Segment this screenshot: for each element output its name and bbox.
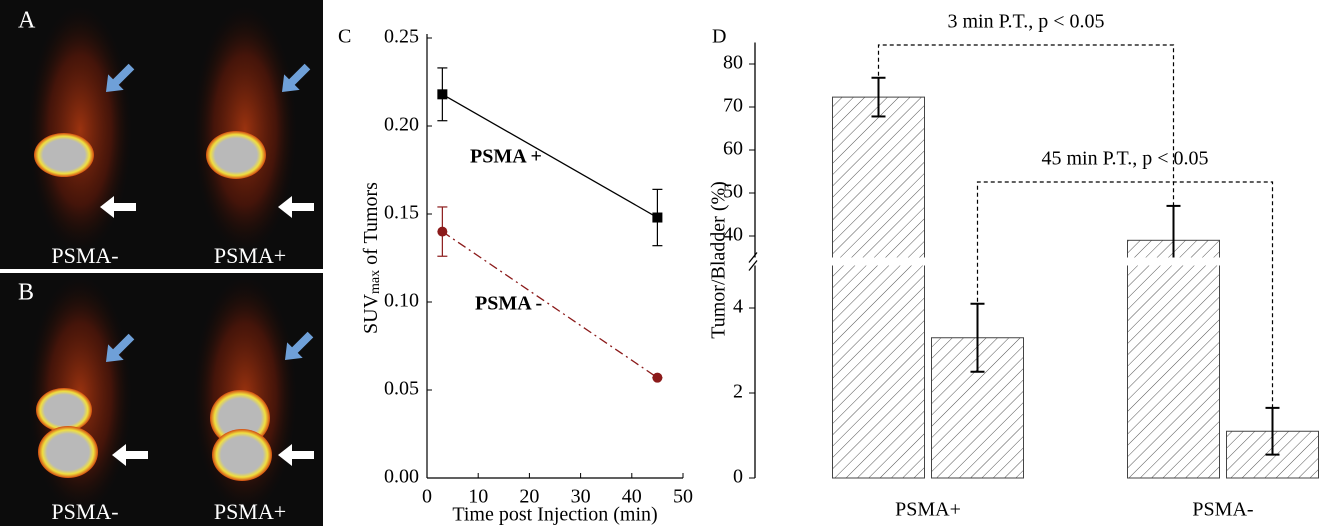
data-point <box>437 89 448 100</box>
y-tick-label: 80 <box>723 52 743 74</box>
pet-panel-b <box>0 273 323 526</box>
x-tick-label: 0 <box>422 486 432 508</box>
image-caption: PSMA+ <box>214 243 286 268</box>
y-tick-label: 60 <box>723 138 743 160</box>
series-line <box>442 93 658 219</box>
significance-bracket <box>976 181 1274 432</box>
y-axis-label-part: max <box>368 270 383 294</box>
y-tick-label: 0.20 <box>384 114 419 136</box>
x-tick-label: 40 <box>622 486 642 508</box>
annotation: 3 min P.T., p < 0.05 <box>947 11 1104 33</box>
data-point <box>652 372 663 383</box>
y-tick-label: 0.00 <box>384 466 419 488</box>
x-tick-label: 50 <box>673 486 693 508</box>
axis-break-mark <box>748 260 758 271</box>
y-tick-label: 0 <box>733 466 743 488</box>
annotation: 45 min P.T., p < 0.05 <box>1041 148 1208 170</box>
significance-bracket <box>877 44 1175 241</box>
series-line <box>441 231 658 379</box>
y-tick-label: 0.05 <box>384 378 419 400</box>
y-axis-label-part: of Tumors <box>360 182 382 270</box>
x-tick-label: 10 <box>468 486 488 508</box>
series-label: PSMA + <box>470 146 542 168</box>
x-tick-label: PSMA- <box>1192 499 1253 521</box>
x-tick-label: 30 <box>571 486 591 508</box>
panel-label: D <box>712 26 726 48</box>
bar <box>1127 239 1220 479</box>
pet-panel-a <box>0 0 323 269</box>
y-tick-label: 0.25 <box>384 26 419 48</box>
image-caption: PSMA- <box>51 243 118 268</box>
axis-break-gap <box>743 257 1339 266</box>
panel-label: A <box>18 8 36 34</box>
data-point <box>652 212 663 223</box>
image-caption: PSMA+ <box>214 499 286 524</box>
bar <box>832 96 925 479</box>
panel-label: C <box>338 26 351 48</box>
y-tick-label: 70 <box>723 95 743 117</box>
y-tick-label: 0.15 <box>384 202 419 224</box>
data-point <box>437 226 448 237</box>
y-tick-label: 0.10 <box>384 290 419 312</box>
y-axis-label-part: SUV <box>360 293 382 334</box>
y-axis-label: SUVmax of Tumors <box>360 182 384 334</box>
x-tick-label: 20 <box>519 486 539 508</box>
x-tick-label: PSMA+ <box>895 499 961 521</box>
y-axis-label: Tumor/Bladder (%) <box>708 181 730 339</box>
series-label: PSMA - <box>475 293 542 315</box>
image-caption: PSMA- <box>51 499 118 524</box>
axis-break-mark <box>748 252 758 263</box>
y-tick-label: 4 <box>733 296 743 318</box>
x-axis-label: Time post Injection (min) <box>452 504 657 526</box>
panel-label: B <box>18 280 34 306</box>
y-tick-label: 50 <box>723 181 743 203</box>
y-tick-label: 2 <box>733 381 743 403</box>
y-tick-label: 40 <box>723 224 743 246</box>
